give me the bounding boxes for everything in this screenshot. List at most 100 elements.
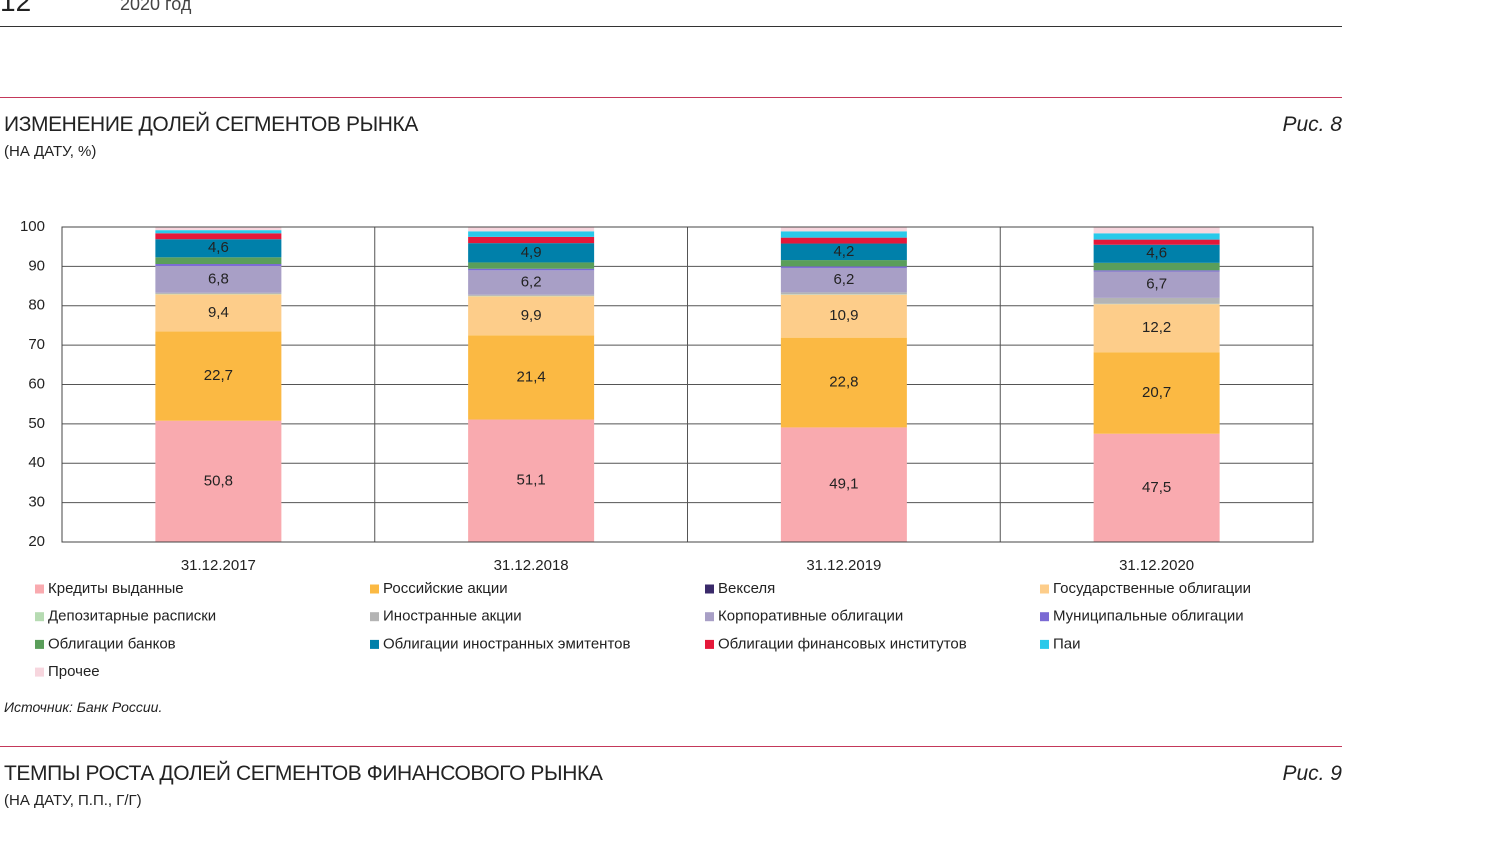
legend-swatch [705,612,714,622]
bar-segment [780,294,907,338]
bar-segment [780,231,907,238]
legend-label: Облигации иностранных эмитентов [383,635,631,652]
legend-swatch [1040,612,1049,622]
bar-segment [155,420,282,542]
bar-segment [780,243,907,261]
bar-segment [468,243,595,263]
data-label: 47,5 [1142,479,1171,496]
bar-segment [1093,297,1220,304]
data-label: 4,6 [208,239,229,256]
y-tick-label: 50 [28,415,45,432]
data-label: 6,2 [521,273,542,290]
bar-segment [1093,239,1220,245]
data-label: 9,9 [521,307,542,324]
data-label: 6,2 [833,271,854,288]
bar-segment [1093,304,1220,353]
bar-segment [155,294,282,332]
data-label: 12,2 [1142,319,1171,336]
legend-label: Векселя [718,580,775,597]
source: Источник: Банк России. [4,699,163,715]
data-label: 6,7 [1146,276,1167,293]
figure-number: Рис. 9 [1282,762,1342,785]
data-label: 6,8 [208,270,229,287]
legend-label: Корпоративные облигации [718,608,903,625]
legend-swatch [35,584,44,594]
figure-title: ИЗМЕНЕНИЕ ДОЛЕЙ СЕГМЕНТОВ РЫНКА [4,113,418,136]
bar-segment [468,270,595,295]
x-tick-label: 31.12.2019 [806,557,881,574]
bar-segment [468,227,595,232]
page-number: 12 [0,0,32,17]
bar-segment [468,335,595,420]
data-label: 4,9 [521,244,542,261]
chart: 20 30 40 50 60 70 80 90 100 31.12.2017 50,8 22,7 9,4… [20,218,1314,680]
bar-segment [155,257,282,265]
figure-title: ТЕМПЫ РОСТА ДОЛЕЙ СЕГМЕНТОВ ФИНАНСОВОГО … [4,762,603,785]
bar-segment [780,292,907,295]
bar-segment [468,294,595,296]
bar-segment [155,292,282,294]
bar-segment [155,239,282,258]
y-tick-label: 100 [20,218,45,235]
legend-label: Иностранные акции [383,608,522,625]
data-label: 49,1 [829,476,858,493]
bar-segment [1093,262,1220,271]
figure-number: Рис. 8 [1282,113,1342,136]
y-tick-label: 90 [28,257,45,274]
bar-segment [155,264,282,266]
bar-segment [468,296,595,336]
data-label: 21,4 [517,368,546,385]
legend-swatch [705,584,714,594]
plot-frame [61,226,1314,543]
y-tick-label: 80 [28,297,45,314]
legend-swatch [705,639,714,649]
legend-swatch [35,667,44,677]
bar-segment [1093,270,1220,272]
bar-segment [155,227,282,231]
data-label: 20,7 [1142,384,1171,401]
bar-segment [155,233,282,240]
bar-segment [468,236,595,244]
section-rule [0,97,1342,98]
bar-segment [155,331,282,421]
bar-segment [468,231,595,237]
y-tick-label: 60 [28,375,45,392]
legend-label: Облигации финансовых институтов [718,635,967,652]
y-tick-label: 20 [28,533,45,550]
legend-swatch [1040,639,1049,649]
data-label: 22,7 [204,367,233,384]
bar-segment [1093,244,1220,263]
header-year: 2020 год [120,0,192,14]
bar-segment [1093,233,1220,240]
legend-swatch [370,612,379,622]
legend-swatch [35,612,44,622]
x-tick-label: 31.12.2018 [494,557,569,574]
data-label: 4,6 [1146,245,1167,262]
legend-label: Российские акции [383,580,508,597]
legend-swatch [35,639,44,649]
bar-segment [155,265,282,293]
data-label: 51,1 [517,472,546,489]
bar-segment [1093,271,1220,298]
bar-segment [780,266,907,268]
figure-subtitle: (НА ДАТУ, %) [4,143,97,160]
figure-subtitle: (НА ДАТУ, П.П., Г/Г) [4,792,142,809]
legend-label: Облигации банков [48,635,176,652]
bar-segment [468,419,595,542]
bar-segment [1093,227,1220,234]
legend-swatch [1040,584,1049,594]
y-tick-label: 30 [28,494,45,511]
bar-segment [1093,433,1220,542]
bar-segment [780,237,907,244]
legend-label: Депозитарные расписки [48,608,216,625]
data-label: 22,8 [829,374,858,391]
bar-segment [468,262,595,269]
bar-segment [780,260,907,267]
legend-label: Паи [1053,635,1081,652]
legend-swatch [370,639,379,649]
bars [155,227,1220,542]
legend-label: Кредиты выданные [48,580,184,597]
legend-label: Прочее [48,663,100,680]
legend-label: Государственные облигации [1053,580,1251,597]
